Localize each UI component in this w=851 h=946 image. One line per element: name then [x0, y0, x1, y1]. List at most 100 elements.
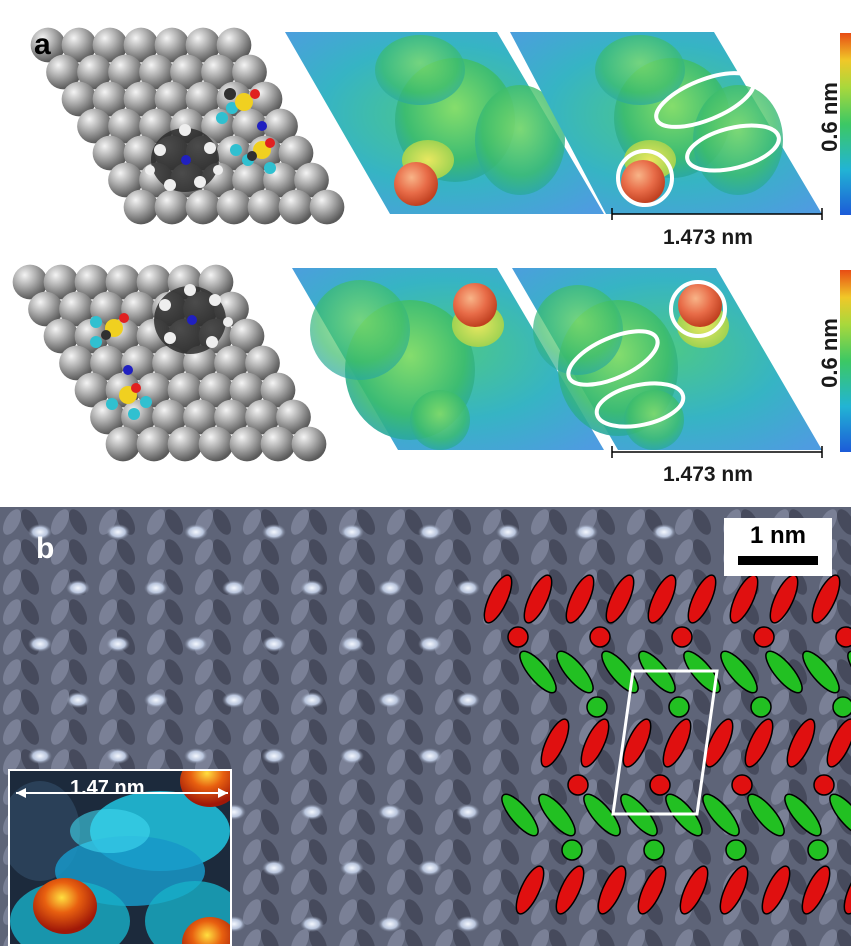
top-scale-bar-label: 1.473 nm [663, 226, 753, 249]
bright-spot [66, 692, 90, 708]
gold-atom [108, 108, 143, 144]
bright-spot [378, 580, 402, 596]
gold-atom [167, 426, 203, 462]
bright-spot [574, 524, 598, 540]
panel-b-stm-image [0, 507, 851, 946]
top-gold-slab-model [30, 27, 345, 225]
gold-atom [92, 135, 128, 171]
bright-spot [262, 636, 286, 652]
bottom-stm-simulation-right [512, 268, 822, 450]
gold-atom [216, 27, 252, 63]
bottom-stm-simulation-left [292, 268, 604, 450]
cation-ellipse [847, 650, 851, 694]
bright-spot [184, 636, 208, 652]
gold-atom [30, 27, 66, 63]
cation-ellipse [784, 793, 822, 837]
bottom-anion-molecule [90, 313, 152, 420]
bright-spot [28, 524, 52, 540]
bright-spot [418, 748, 442, 764]
bright-spot [340, 748, 364, 764]
bright-spot [28, 636, 52, 652]
top-scale-bar [611, 208, 823, 220]
unit-cell-outline [611, 669, 719, 816]
gold-atom [260, 426, 296, 462]
gold-atom [92, 27, 128, 63]
gold-atom [61, 81, 97, 117]
inset-image [10, 771, 230, 944]
anion-ellipse [761, 865, 791, 915]
anion-ellipse [786, 718, 816, 768]
anion-ellipse [662, 718, 692, 768]
bright-spot [300, 692, 324, 708]
gold-atom [108, 54, 143, 90]
gold-atom [198, 372, 234, 408]
gold-atom [276, 399, 311, 435]
cation-dot [807, 839, 829, 861]
bright-spot [144, 580, 168, 596]
anion-ellipse [622, 718, 652, 768]
gold-atom [214, 399, 249, 435]
cation-ellipse [501, 793, 539, 837]
gold-atom [123, 189, 159, 225]
cation-ellipse [829, 793, 851, 837]
gold-atom [139, 54, 174, 90]
bright-spot [300, 804, 324, 820]
gold-atom [77, 54, 112, 90]
gold-atom [232, 54, 267, 90]
bright-spot [262, 524, 286, 540]
bright-spot [144, 692, 168, 708]
cation-dot [668, 696, 690, 718]
bright-spot [418, 636, 442, 652]
gold-atom [263, 108, 298, 144]
bright-spot [456, 804, 480, 820]
bright-spot [456, 580, 480, 596]
cation-ellipse [601, 650, 639, 694]
cation-dot [586, 696, 608, 718]
gold-atom [59, 291, 94, 327]
bright-spot [378, 692, 402, 708]
gold-atom [198, 426, 234, 462]
gold-atom [294, 162, 329, 198]
gold-atom [74, 372, 110, 408]
gold-atom [201, 54, 236, 90]
gold-atom [167, 372, 203, 408]
gold-atom [61, 27, 97, 63]
anion-dot [589, 626, 611, 648]
gold-atom [105, 426, 141, 462]
gold-atom [28, 291, 63, 327]
bright-spot [340, 524, 364, 540]
gold-atom [229, 318, 265, 354]
panel-b-scale-bar: 1 nm [724, 518, 832, 576]
gold-atom [309, 189, 345, 225]
gold-atom [154, 27, 190, 63]
anion-ellipse [483, 574, 513, 624]
cation-dot [832, 696, 851, 718]
cation-ellipse [556, 650, 594, 694]
bright-spot [340, 860, 364, 876]
gold-atom [229, 372, 265, 408]
gold-atom [123, 135, 159, 171]
cation-ellipse [765, 650, 803, 694]
panel-b-scale-bar-line [738, 556, 818, 565]
cation-ellipse [720, 650, 758, 694]
anion-dot [753, 626, 775, 648]
stm-simulation-inset: 1.47 nm [8, 769, 232, 946]
gold-atom [43, 264, 79, 300]
gold-atom [291, 426, 327, 462]
gold-atom [12, 264, 48, 300]
anion-dot [649, 774, 671, 796]
bottom-scale-bar [611, 446, 823, 458]
gold-atom [90, 345, 125, 381]
gold-atom [183, 345, 218, 381]
gold-atom [121, 291, 156, 327]
gold-atom [59, 345, 94, 381]
bright-spot [106, 524, 130, 540]
top-colorbar [840, 33, 851, 215]
gold-atom [247, 189, 283, 225]
bright-spot [28, 748, 52, 764]
gold-atom [136, 426, 172, 462]
bright-spot [184, 524, 208, 540]
cation-dot [725, 839, 747, 861]
anion-ellipse [540, 718, 570, 768]
bright-spot [456, 692, 480, 708]
